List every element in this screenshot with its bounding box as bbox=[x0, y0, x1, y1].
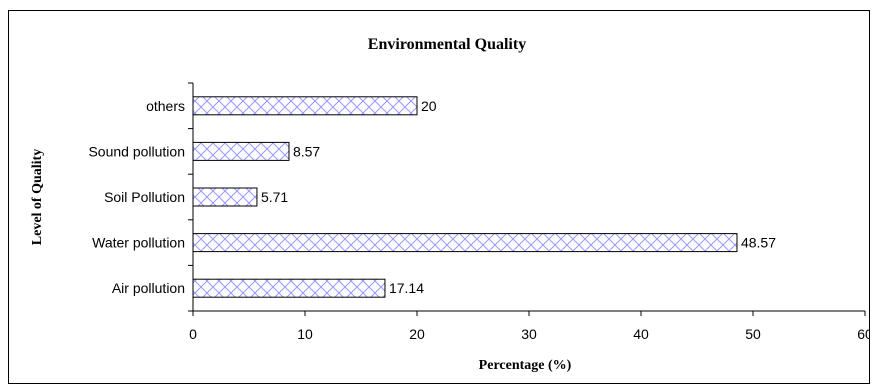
x-tick-label: 30 bbox=[521, 326, 537, 342]
x-tick-label: 40 bbox=[633, 326, 649, 342]
data-label: 8.57 bbox=[293, 143, 320, 159]
category-label: Sound pollution bbox=[88, 143, 185, 159]
x-tick-label: 50 bbox=[745, 326, 761, 342]
category-label: Soil Pollution bbox=[104, 189, 185, 205]
category-label: others bbox=[146, 98, 185, 114]
chart-frame: Environmental Quality Level of Quality P… bbox=[8, 10, 870, 384]
bar bbox=[192, 96, 418, 116]
bar-chart: Environmental Quality Level of Quality P… bbox=[30, 36, 869, 373]
x-tick-label: 0 bbox=[189, 326, 197, 342]
y-axis-title: Level of Quality bbox=[30, 149, 45, 245]
plot-area: 0 10 20 30 40 50 60 Air pollution 17.14 Water pol… bbox=[88, 82, 869, 342]
chart-title: Environmental Quality bbox=[368, 36, 526, 53]
category-label: Water pollution bbox=[92, 235, 185, 251]
x-tick-label: 60 bbox=[857, 326, 869, 342]
data-label: 20 bbox=[421, 98, 437, 114]
data-label: 17.14 bbox=[389, 280, 424, 296]
x-tick-label: 20 bbox=[409, 326, 425, 342]
bar bbox=[192, 233, 738, 253]
data-label: 48.57 bbox=[741, 235, 776, 251]
x-tick-label: 10 bbox=[297, 326, 313, 342]
bar bbox=[192, 187, 258, 207]
bar bbox=[192, 141, 290, 161]
data-label: 5.71 bbox=[261, 189, 288, 205]
bar bbox=[192, 278, 386, 298]
category-label: Air pollution bbox=[112, 280, 185, 296]
x-axis-title: Percentage (%) bbox=[479, 358, 572, 373]
